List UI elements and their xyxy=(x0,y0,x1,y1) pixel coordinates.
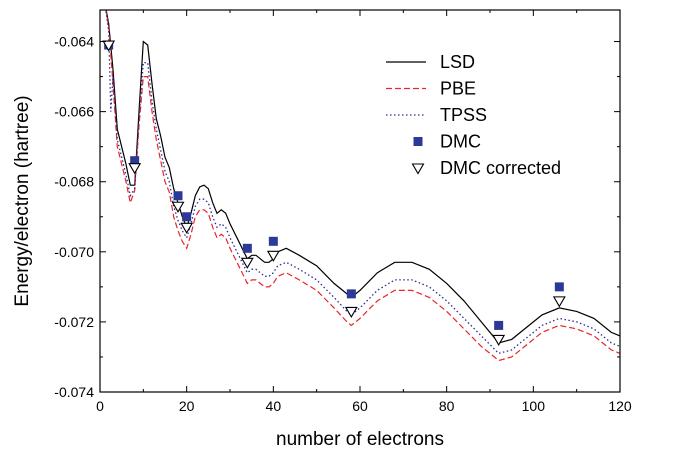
dmc-corrected-point xyxy=(171,201,185,213)
dmc-corrected-point xyxy=(128,163,142,175)
y-tick-label: -0.066 xyxy=(54,104,94,120)
y-axis-title: Energy/electron (hartree) xyxy=(12,95,33,306)
dmc-corrected-point xyxy=(552,296,566,308)
legend-tpss-label: TPSS xyxy=(440,105,487,125)
x-tick-label: 60 xyxy=(352,398,368,414)
dmc-corrected-point xyxy=(344,306,358,318)
legend-pbe-label: PBE xyxy=(440,79,476,99)
series-line-tpss xyxy=(105,10,620,355)
ticks-layer: 0 20 40 60 80 100 120 -0.074 -0.072 -0.070 -0.068 -… xyxy=(54,10,632,414)
dmc-corrected-point xyxy=(180,222,194,234)
dmc-point xyxy=(173,191,183,201)
x-tick-label: 120 xyxy=(608,398,632,414)
dmc-corrected-point xyxy=(240,257,254,269)
legend-dmc-corrected-label: DMC corrected xyxy=(440,158,561,178)
series-layer xyxy=(105,10,620,362)
x-tick-label: 100 xyxy=(522,398,546,414)
dmc-point xyxy=(554,282,564,292)
x-tick-label: 0 xyxy=(96,398,104,414)
marker-layer xyxy=(102,40,566,347)
dmc-point xyxy=(242,243,252,253)
legend-lsd-label: LSD xyxy=(440,52,475,72)
dmc-corrected-point xyxy=(492,334,506,347)
x-tick-label: 20 xyxy=(179,398,195,414)
y-tick-label: -0.072 xyxy=(54,314,94,330)
legend-dmc-corrected-swatch xyxy=(411,163,425,175)
dmc-point xyxy=(494,320,504,330)
dmc-point xyxy=(346,289,356,299)
dmc-point xyxy=(182,212,192,222)
x-tick-label: 80 xyxy=(439,398,455,414)
legend-dmc-swatch xyxy=(413,137,423,146)
y-tick-label: -0.064 xyxy=(54,34,94,50)
y-tick-label: -0.074 xyxy=(54,384,94,400)
dmc-point xyxy=(268,236,278,246)
legend: LSD PBE TPSS DMC DMC corrected xyxy=(386,52,561,178)
series-line-pbe xyxy=(105,10,620,362)
dmc-corrected-point xyxy=(102,40,116,52)
y-tick-label: -0.070 xyxy=(54,244,94,260)
x-axis-title: number of electrons xyxy=(276,429,444,450)
y-tick-label: -0.068 xyxy=(54,174,94,190)
dmc-point xyxy=(130,156,140,166)
x-tick-label: 40 xyxy=(266,398,282,414)
dmc-corrected-point xyxy=(266,250,280,262)
legend-dmc-label: DMC xyxy=(440,132,481,152)
